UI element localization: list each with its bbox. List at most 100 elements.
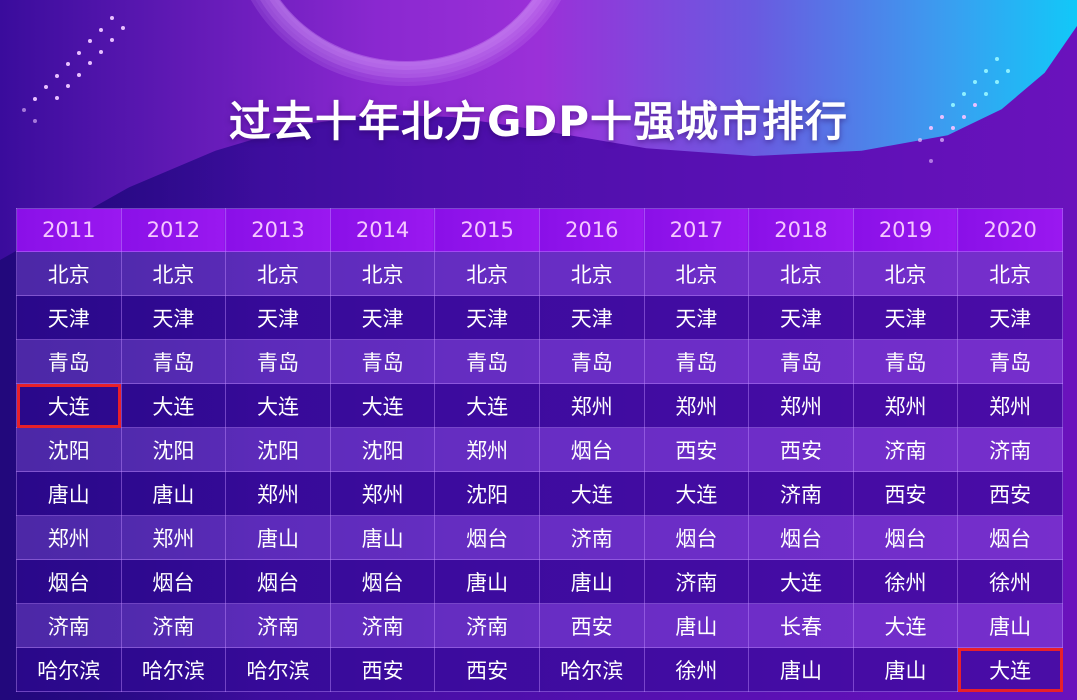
table-row: 济南 济南 济南 济南 济南 西安 唐山 长春 大连 唐山 <box>16 603 1063 648</box>
city-cell: 北京 <box>957 251 1063 296</box>
city-cell: 唐山 <box>120 471 227 516</box>
city-cell: 烟台 <box>16 559 122 604</box>
year-header: 2011 <box>16 208 122 252</box>
city-cell: 西安 <box>329 647 436 692</box>
city-cell: 烟台 <box>748 515 854 560</box>
city-cell: 大连 <box>852 603 959 648</box>
city-cell: 北京 <box>16 251 122 296</box>
city-cell: 烟台 <box>225 559 331 604</box>
city-cell: 西安 <box>643 427 750 472</box>
city-cell: 青岛 <box>329 339 436 384</box>
city-cell: 青岛 <box>16 339 122 384</box>
city-cell: 郑州 <box>225 471 331 516</box>
city-cell: 青岛 <box>748 339 854 384</box>
city-cell: 唐山 <box>643 603 750 648</box>
city-cell: 郑州 <box>16 515 122 560</box>
city-cell: 西安 <box>748 427 854 472</box>
table-header-row: 2011 2012 2013 2014 2015 2016 2017 2018 … <box>16 208 1063 252</box>
city-cell: 天津 <box>225 295 331 340</box>
city-cell: 郑州 <box>538 383 645 428</box>
ranking-table: 2011 2012 2013 2014 2015 2016 2017 2018 … <box>16 208 1063 692</box>
city-cell: 郑州 <box>120 515 227 560</box>
city-cell: 徐州 <box>643 647 750 692</box>
city-cell: 哈尔滨 <box>120 647 227 692</box>
city-cell: 烟台 <box>643 515 750 560</box>
city-cell: 烟台 <box>538 427 645 472</box>
city-cell: 西安 <box>434 647 540 692</box>
city-cell: 哈尔滨 <box>225 647 331 692</box>
city-cell: 济南 <box>329 603 436 648</box>
city-cell: 长春 <box>748 603 854 648</box>
year-header: 2017 <box>643 208 750 252</box>
city-cell: 青岛 <box>434 339 540 384</box>
city-cell: 沈阳 <box>16 427 122 472</box>
city-cell: 青岛 <box>538 339 645 384</box>
city-cell: 徐州 <box>957 559 1063 604</box>
table-row: 天津 天津 天津 天津 天津 天津 天津 天津 天津 天津 <box>16 295 1063 340</box>
city-cell: 大连 <box>120 383 227 428</box>
city-cell: 济南 <box>434 603 540 648</box>
city-cell: 唐山 <box>748 647 854 692</box>
table-row: 大连 大连 大连 大连 大连 郑州 郑州 郑州 郑州 郑州 <box>16 383 1063 428</box>
city-cell: 烟台 <box>329 559 436 604</box>
table-row: 郑州 郑州 唐山 唐山 烟台 济南 烟台 烟台 烟台 烟台 <box>16 515 1063 560</box>
city-cell: 唐山 <box>538 559 645 604</box>
city-cell: 烟台 <box>120 559 227 604</box>
city-cell: 哈尔滨 <box>16 647 122 692</box>
city-cell: 郑州 <box>748 383 854 428</box>
city-cell: 济南 <box>852 427 959 472</box>
city-cell: 济南 <box>643 559 750 604</box>
table-row: 北京 北京 北京 北京 北京 北京 北京 北京 北京 北京 <box>16 251 1063 296</box>
year-header: 2015 <box>434 208 540 252</box>
city-cell: 济南 <box>120 603 227 648</box>
city-cell: 郑州 <box>852 383 959 428</box>
city-cell: 唐山 <box>329 515 436 560</box>
page-title: 过去十年北方GDP十强城市排行 <box>228 97 849 146</box>
city-cell: 北京 <box>434 251 540 296</box>
city-cell: 北京 <box>329 251 436 296</box>
city-cell: 济南 <box>957 427 1063 472</box>
city-cell: 郑州 <box>957 383 1063 428</box>
city-cell: 西安 <box>538 603 645 648</box>
city-cell: 唐山 <box>957 603 1063 648</box>
year-header: 2018 <box>748 208 854 252</box>
city-cell: 郑州 <box>434 427 540 472</box>
city-cell: 郑州 <box>643 383 750 428</box>
city-cell: 郑州 <box>329 471 436 516</box>
city-cell: 青岛 <box>120 339 227 384</box>
city-cell: 大连 <box>538 471 645 516</box>
year-header: 2020 <box>957 208 1063 252</box>
city-cell: 唐山 <box>434 559 540 604</box>
city-cell: 大连 <box>434 383 540 428</box>
city-cell: 唐山 <box>852 647 959 692</box>
city-cell: 天津 <box>748 295 854 340</box>
city-cell: 北京 <box>120 251 227 296</box>
city-cell: 北京 <box>643 251 750 296</box>
table-row: 唐山 唐山 郑州 郑州 沈阳 大连 大连 济南 西安 西安 <box>16 471 1063 516</box>
city-cell: 烟台 <box>434 515 540 560</box>
city-cell: 哈尔滨 <box>538 647 645 692</box>
highlighted-city-cell: 大连 <box>16 383 122 428</box>
city-cell: 北京 <box>225 251 331 296</box>
city-cell: 北京 <box>852 251 959 296</box>
city-cell: 沈阳 <box>434 471 540 516</box>
city-cell: 大连 <box>643 471 750 516</box>
table-row: 沈阳 沈阳 沈阳 沈阳 郑州 烟台 西安 西安 济南 济南 <box>16 427 1063 472</box>
city-cell: 北京 <box>748 251 854 296</box>
city-cell: 唐山 <box>16 471 122 516</box>
city-cell: 大连 <box>329 383 436 428</box>
highlighted-city-cell: 大连 <box>957 647 1063 692</box>
city-cell: 西安 <box>957 471 1063 516</box>
city-cell: 天津 <box>538 295 645 340</box>
city-cell: 天津 <box>120 295 227 340</box>
year-header: 2016 <box>538 208 645 252</box>
city-cell: 天津 <box>957 295 1063 340</box>
city-cell: 天津 <box>329 295 436 340</box>
city-cell: 大连 <box>225 383 331 428</box>
year-header: 2012 <box>120 208 227 252</box>
city-cell: 天津 <box>16 295 122 340</box>
city-cell: 天津 <box>852 295 959 340</box>
city-cell: 唐山 <box>225 515 331 560</box>
year-header: 2013 <box>225 208 331 252</box>
year-header: 2019 <box>852 208 959 252</box>
